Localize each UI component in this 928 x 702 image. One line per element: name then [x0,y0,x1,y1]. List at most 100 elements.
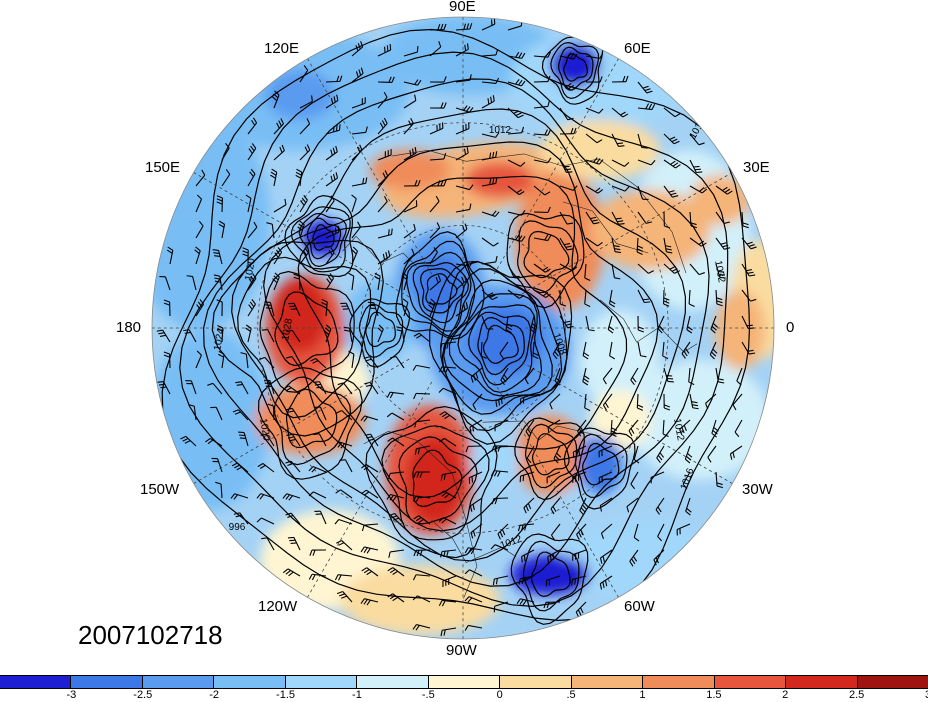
wind-barb [611,75,629,83]
wind-barb [403,79,422,86]
wind-barb [403,200,418,213]
anomaly-patch [345,280,415,360]
wind-barb [585,133,603,144]
wind-barb [715,263,726,279]
wind-barb [465,445,483,453]
contour-label: 1032 [712,260,727,284]
colorbar-tick-labels: -3 -2.5 -2 -1.5 -1 -.5 0 .5 1 1.5 2 2.5 3 [0,689,928,702]
wind-barb [207,382,223,395]
wind-barb [688,289,695,307]
wind-barb [396,326,405,343]
wind-barb [470,367,483,383]
wind-barb [261,328,275,343]
wind-barb [663,263,680,274]
isobar [211,239,384,437]
wind-barb [709,341,718,360]
wind-barb [386,391,405,399]
wind-barb [741,237,757,250]
wind-barb [286,329,301,343]
wind-barb [582,367,590,386]
wind-barb [247,117,258,135]
wind-barb [599,549,613,564]
wind-barb [689,263,705,276]
wind-barb [575,601,587,618]
wind-barb [662,341,669,360]
wind-barb [440,549,457,558]
wind-barb [571,575,587,586]
wind-barb [732,393,743,411]
wind-barb [464,569,483,577]
wind-barb [180,435,197,447]
wind-barb [481,95,495,109]
coastline [391,149,687,274]
wind-barb [499,341,509,359]
wind-barb [364,381,379,395]
wind-barb [637,263,654,274]
isobar [419,268,465,314]
wind-barb [413,515,431,525]
lon-label-60w: 60W [624,598,655,615]
wind-barb [559,81,577,91]
wind-barb [736,367,743,386]
wind-barb [273,118,284,135]
wind-barb [500,367,509,386]
wind-barb [576,523,587,540]
wind-barb [412,364,431,371]
wind-barb [314,510,327,525]
wind-barb [637,159,656,166]
isobar [406,251,472,332]
wind-barb [705,393,717,410]
wind-barb [507,289,525,299]
colorbar-swatch [285,676,358,688]
wind-barb [653,549,665,566]
wind-barb [245,194,252,213]
wind-barb [412,624,431,631]
isobar [312,224,335,251]
colorbar-swatch [714,676,787,688]
colorbar-tick-label: 3 [925,689,928,701]
wind-barb [299,144,311,161]
wind-barb [464,596,483,603]
contour-label: 1012 [489,125,512,136]
wind-barb [412,495,431,502]
wind-barb [270,168,278,187]
isobar [522,540,580,612]
wind-barb [267,403,275,421]
wind-barb [559,315,574,329]
graticule [152,17,774,639]
wind-barb [231,462,249,473]
wind-barb [559,107,574,121]
wind-barb [348,272,355,291]
coastline [482,420,601,441]
isobar [365,311,396,348]
wind-barb [273,247,283,265]
wind-barb [287,536,301,551]
wind-barb [259,356,275,369]
wind-barb [157,381,171,395]
wind-barb [611,159,630,167]
wind-barb [245,324,252,343]
anomaly-patch [630,360,770,480]
wind-barb [715,237,731,250]
contour-label: 1020 [243,257,258,281]
wind-barb [195,169,206,187]
wind-barb [584,393,591,412]
wind-barb [261,537,275,551]
colorbar-tick-label: 2.5 [848,689,865,701]
wind-barb [361,523,379,532]
wind-barb [403,94,417,109]
wind-barb [299,118,311,135]
wind-barb [481,132,500,138]
anomaly-patch [540,120,660,180]
colorbar-swatch [857,676,928,688]
wind-barb [495,393,509,408]
isobar [429,260,573,445]
isobar [582,442,620,486]
wind-barb [715,211,730,224]
lon-label-180: 180 [116,319,142,336]
wind-barb [559,52,578,60]
wind-barb [286,433,301,447]
wind-barb [481,77,500,84]
anomaly-patch [690,175,750,225]
wind-barb [428,298,436,317]
